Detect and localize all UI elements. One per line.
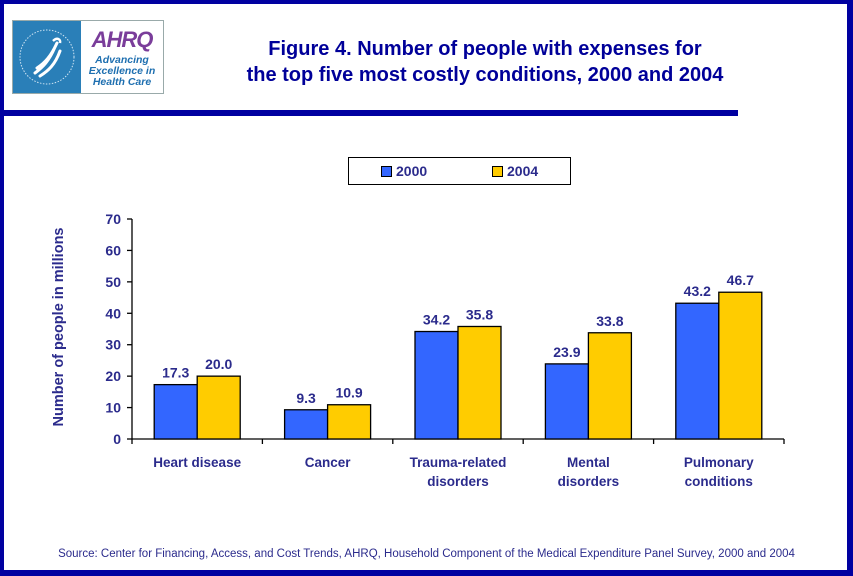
- y-tick-label: 0: [113, 431, 121, 447]
- legend-item-2004: 2004: [492, 163, 538, 179]
- x-category-label: Heart disease: [153, 455, 241, 470]
- bar-2000: [283, 409, 329, 440]
- legend-label: 2000: [396, 163, 428, 179]
- ahrq-brand: AHRQ: [91, 27, 154, 52]
- data-label-2000: 17.3: [162, 365, 189, 381]
- hhs-seal-icon: [13, 21, 81, 93]
- y-tick-label: 30: [105, 337, 121, 353]
- source-note: Source: Center for Financing, Access, an…: [58, 548, 795, 560]
- y-tick-label: 10: [105, 400, 121, 416]
- legend-label: 2004: [507, 163, 539, 179]
- chart-legend: 2000 2004: [348, 157, 571, 185]
- data-label-2000: 43.2: [684, 283, 711, 299]
- data-label-2000: 23.9: [553, 344, 580, 360]
- x-category-label: Cancer: [305, 455, 352, 470]
- ahrq-tagline: Advancing Excellence in Health Care: [83, 55, 161, 88]
- bar-2004: [196, 375, 241, 440]
- data-label-2004: 10.9: [335, 385, 362, 401]
- y-tick-label: 40: [105, 305, 121, 321]
- tagline-line: Advancing: [95, 54, 149, 66]
- x-category-label: conditions: [685, 474, 753, 489]
- tagline-line: Health Care: [92, 76, 152, 88]
- bar-2004: [587, 332, 633, 440]
- bar-2000: [414, 330, 459, 440]
- y-tick-label: 70: [105, 211, 121, 227]
- x-category-label: Mental: [567, 455, 610, 470]
- y-tick-label: 60: [105, 242, 121, 258]
- chart-title: Figure 4. Number of people with expenses…: [205, 36, 765, 88]
- data-label-2000: 34.2: [423, 312, 450, 328]
- data-label-2004: 20.0: [205, 356, 232, 372]
- title-line-2: the top five most costly conditions, 200…: [246, 64, 724, 86]
- data-label-2004: 33.8: [596, 313, 623, 329]
- legend-swatch-2004: [492, 165, 503, 177]
- bar-2004: [326, 404, 372, 440]
- data-label-2000: 9.3: [296, 390, 316, 406]
- x-category-label: disorders: [427, 474, 489, 489]
- data-label-2004: 35.8: [466, 306, 493, 322]
- ahrq-logo: AHRQ Advancing Excellence in Health Care: [12, 20, 164, 94]
- legend-swatch-2000: [381, 165, 392, 177]
- x-category-label: disorders: [558, 474, 620, 489]
- legend-item-2000: 2000: [381, 163, 427, 179]
- bar-2004: [457, 325, 502, 440]
- y-tick-label: 50: [105, 274, 121, 290]
- figure-frame: [4, 4, 847, 570]
- bar-2004: [718, 291, 763, 440]
- tagline-line: Excellence in: [88, 65, 156, 77]
- data-label-2004: 46.7: [727, 272, 754, 288]
- x-category-label: Pulmonary: [684, 455, 754, 470]
- x-category-label: Trauma-related: [410, 455, 507, 470]
- bar-2000: [153, 383, 198, 440]
- header-divider: [4, 110, 738, 116]
- bar-2000: [675, 302, 720, 440]
- y-tick-label: 20: [105, 368, 121, 384]
- title-line-1: Figure 4. Number of people with expenses…: [268, 38, 702, 60]
- bar-2000: [544, 363, 590, 440]
